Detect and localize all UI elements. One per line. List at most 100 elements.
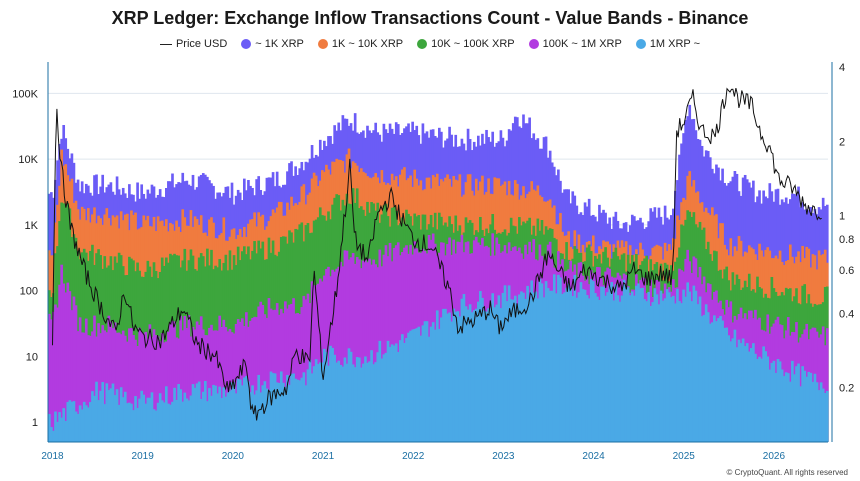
- legend-dot-icon: [635, 39, 646, 49]
- bar: [628, 295, 632, 442]
- bar: [80, 332, 84, 442]
- legend-item-band-1[interactable]: ~ 1K XRP: [241, 38, 304, 50]
- bar: [360, 268, 363, 442]
- bar: [95, 381, 98, 442]
- bar: [193, 329, 197, 442]
- bar: [290, 303, 293, 442]
- bar: [563, 292, 566, 442]
- bar: [343, 250, 347, 442]
- bar: [733, 329, 737, 442]
- legend-item-band-4[interactable]: 100K ~ 1M XRP: [528, 38, 622, 50]
- bar: [760, 358, 763, 442]
- bar: [321, 281, 324, 442]
- bar: [349, 351, 353, 442]
- bar: [606, 292, 609, 442]
- bar: [48, 413, 51, 442]
- bar: [821, 388, 825, 442]
- bar: [144, 403, 148, 442]
- bar: [296, 379, 300, 442]
- bar: [181, 330, 185, 442]
- y-left-tick-label: 100K: [12, 88, 38, 100]
- bar: [341, 366, 345, 442]
- bar: [474, 308, 478, 442]
- bar: [509, 299, 513, 442]
- bar: [333, 354, 336, 442]
- bar: [109, 321, 113, 442]
- bar: [596, 296, 599, 442]
- bar: [50, 319, 53, 442]
- bar: [103, 330, 107, 442]
- bar: [452, 308, 456, 442]
- bar: [532, 292, 536, 442]
- legend-dot-icon: [317, 39, 328, 49]
- bar: [230, 382, 234, 442]
- bar: [433, 329, 437, 442]
- bar: [99, 390, 102, 442]
- bar: [312, 366, 316, 442]
- bar: [140, 390, 144, 442]
- bar: [310, 281, 314, 442]
- bar: [284, 386, 287, 442]
- bar: [162, 402, 166, 442]
- bar: [608, 285, 612, 442]
- bar: [327, 266, 330, 442]
- bar: [259, 392, 263, 442]
- bar: [565, 287, 568, 442]
- bar: [538, 278, 542, 442]
- bar: [466, 309, 470, 442]
- bar: [66, 401, 70, 442]
- x-tick-label: 2018: [41, 451, 64, 462]
- bar: [222, 387, 226, 442]
- bar: [60, 264, 63, 442]
- y-right-tick-label: 0.6: [839, 265, 854, 277]
- bar: [171, 320, 174, 442]
- bar: [335, 362, 339, 442]
- bar: [162, 342, 166, 442]
- bar: [84, 318, 88, 442]
- bar: [667, 292, 671, 442]
- bar: [661, 300, 665, 442]
- bar: [620, 295, 624, 442]
- bar: [257, 374, 261, 442]
- bar: [772, 360, 776, 442]
- bar: [321, 362, 324, 442]
- bar: [82, 332, 86, 442]
- legend-item-band-2[interactable]: 1K ~ 10K XRP: [317, 38, 403, 50]
- bar: [567, 283, 570, 442]
- legend-item-band-3[interactable]: 10K ~ 100K XRP: [417, 38, 515, 50]
- bar: [312, 285, 316, 442]
- bar: [236, 378, 240, 442]
- bar: [247, 381, 250, 442]
- bar: [243, 377, 246, 442]
- bar: [717, 318, 720, 442]
- bar: [337, 266, 341, 442]
- bar: [251, 385, 254, 442]
- bar: [762, 346, 765, 442]
- bar: [805, 376, 809, 442]
- bar: [511, 299, 515, 442]
- bar: [193, 387, 197, 442]
- bar: [569, 287, 573, 442]
- bar: [731, 338, 735, 442]
- bar: [257, 306, 261, 442]
- bar: [577, 292, 581, 442]
- price-line: [52, 87, 822, 421]
- bar: [600, 286, 603, 442]
- bar: [745, 343, 749, 442]
- bar: [766, 356, 770, 442]
- bar: [154, 335, 158, 442]
- bar: [505, 301, 509, 442]
- bar: [148, 324, 152, 442]
- legend-item-band-5[interactable]: 1M XRP ~: [635, 38, 700, 50]
- bar: [179, 315, 183, 442]
- bar: [518, 294, 521, 442]
- bar: [185, 398, 189, 442]
- bar: [583, 289, 587, 442]
- bar: [286, 374, 289, 442]
- bar: [602, 286, 605, 442]
- bar: [513, 295, 517, 442]
- bar: [809, 372, 813, 442]
- bar: [353, 263, 357, 442]
- bar: [201, 391, 205, 442]
- legend-item-price[interactable]: Price USD: [159, 38, 227, 50]
